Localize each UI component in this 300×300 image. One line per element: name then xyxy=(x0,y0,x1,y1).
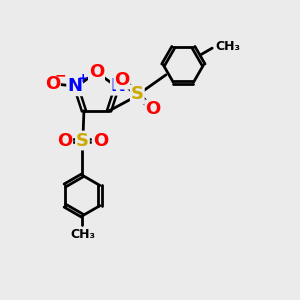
Text: CH₃: CH₃ xyxy=(70,228,95,241)
Text: O: O xyxy=(57,132,72,150)
Text: O: O xyxy=(114,70,130,88)
Text: CH₃: CH₃ xyxy=(216,40,241,53)
Text: −: − xyxy=(55,69,66,82)
Text: O: O xyxy=(145,100,160,118)
Text: N: N xyxy=(67,77,82,95)
Text: S: S xyxy=(131,85,144,103)
Text: O: O xyxy=(89,63,104,81)
Text: +: + xyxy=(77,72,88,85)
Text: S: S xyxy=(76,132,89,150)
Text: O: O xyxy=(45,75,60,93)
Text: N: N xyxy=(111,77,126,95)
Text: O: O xyxy=(93,132,108,150)
